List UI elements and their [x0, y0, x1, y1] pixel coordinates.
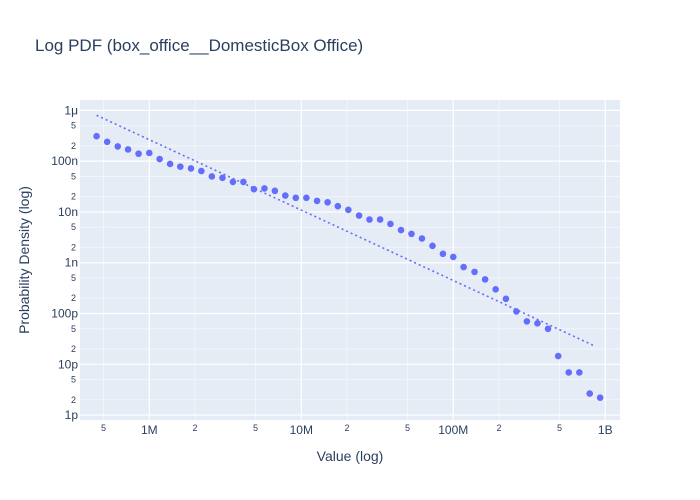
x-axis-ticks: 5 2 5 2 5 2 5 1M 10M 100M 1B [101, 423, 613, 437]
data-point [387, 220, 394, 228]
x-minor-tick-label: 2 [497, 423, 502, 433]
data-point [187, 165, 195, 172]
data-point [114, 143, 122, 150]
x-minor-tick-label: 5 [405, 423, 410, 433]
data-point [177, 163, 184, 170]
x-major-tick-label: 1B [598, 423, 613, 437]
data-point [576, 369, 583, 376]
data-point [355, 212, 363, 219]
y-axis-title: Probability Density (log) [16, 186, 32, 334]
data-point [292, 194, 300, 202]
data-point [261, 185, 268, 192]
y-major-tick-label: 100n [51, 154, 78, 168]
data-point [513, 308, 520, 315]
data-point [523, 318, 531, 325]
y-major-tick-label: 1p [65, 408, 79, 422]
power-law-fit-line [96, 114, 595, 347]
data-point [429, 242, 436, 250]
x-major-tick-label: 10M [290, 423, 313, 437]
y-minor-tick-label: 5 [71, 375, 76, 385]
data-point [544, 325, 552, 333]
data-point [271, 187, 279, 195]
data-point [376, 216, 384, 223]
y-minor-tick-label: 2 [71, 141, 76, 151]
y-axis-ticks: 2 5 2 5 2 5 2 5 2 5 2 5 1p 10p 100p 1n 10n 100n 1μ [51, 103, 78, 422]
y-minor-tick-label: 2 [71, 192, 76, 202]
y-major-tick-label: 10n [58, 205, 78, 219]
data-point [596, 394, 604, 401]
x-minor-tick-label: 5 [557, 423, 562, 433]
data-point [324, 198, 331, 206]
y-minor-tick-label: 2 [71, 395, 76, 405]
data-point [208, 173, 216, 180]
x-minor-tick-label: 2 [345, 423, 350, 433]
y-minor-tick-label: 5 [71, 324, 76, 334]
plot-area [80, 100, 620, 420]
data-point [449, 253, 457, 261]
y-major-tick-label: 1n [65, 256, 78, 270]
data-point [219, 174, 226, 182]
data-point [156, 155, 163, 163]
data-point [397, 226, 405, 234]
y-major-tick-label: 100p [51, 307, 78, 321]
data-point [345, 206, 352, 214]
data-point [366, 216, 373, 223]
y-minor-tick-label: 2 [71, 344, 76, 354]
x-major-tick-label: 100M [438, 423, 468, 437]
data-point [471, 268, 478, 276]
data-point [334, 202, 342, 210]
x-minor-tick-label: 2 [193, 423, 198, 433]
x-minor-tick-label: 5 [101, 423, 106, 433]
data-point [313, 197, 321, 205]
data-point [481, 276, 489, 283]
data-point [418, 235, 426, 242]
data-point [93, 132, 100, 140]
data-point [166, 160, 174, 168]
data-point [565, 369, 573, 376]
data-point [534, 320, 541, 327]
data-point [554, 352, 562, 360]
data-point [303, 194, 310, 202]
data-point [145, 149, 153, 157]
x-minor-tick-label: 5 [253, 423, 258, 433]
data-point [135, 150, 142, 158]
data-point [502, 295, 510, 303]
data-point [103, 138, 111, 146]
y-major-tick-label: 1μ [64, 103, 78, 117]
data-markers [93, 114, 604, 401]
y-major-tick-label: 10p [58, 357, 78, 371]
y-minor-tick-label: 2 [71, 242, 76, 252]
x-axis-title: Value (log) [317, 448, 384, 464]
data-point [229, 178, 237, 186]
y-minor-tick-label: 5 [71, 273, 76, 283]
data-point [586, 390, 594, 397]
data-point [282, 192, 289, 199]
chart-title: Log PDF (box_office__DomesticBox Office) [35, 36, 363, 55]
y-minor-tick-label: 2 [71, 293, 76, 303]
y-minor-tick-label: 5 [71, 171, 76, 181]
data-point [439, 250, 447, 258]
data-point [250, 185, 258, 193]
y-minor-tick-label: 5 [71, 222, 76, 232]
data-point [460, 263, 467, 271]
data-point [124, 146, 132, 153]
x-major-tick-label: 1M [141, 423, 158, 437]
y-minor-tick-label: 5 [71, 121, 76, 131]
data-point [198, 167, 205, 175]
data-point [492, 285, 499, 293]
data-point [408, 230, 415, 238]
data-point [240, 178, 247, 186]
